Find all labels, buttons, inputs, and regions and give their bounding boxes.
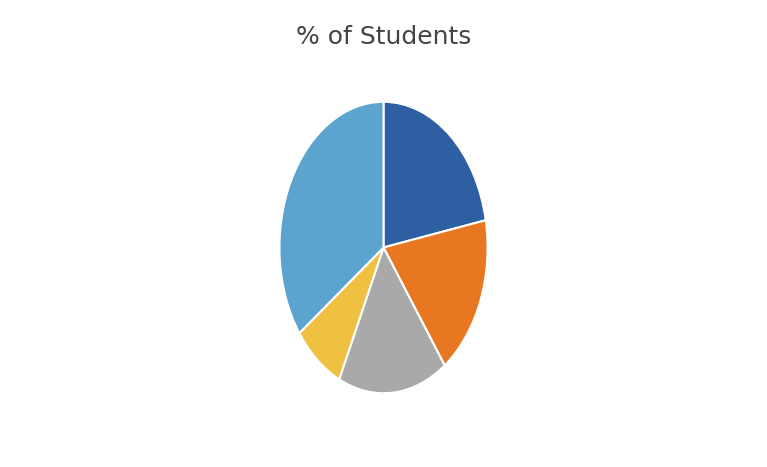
Wedge shape — [384, 220, 488, 365]
Wedge shape — [279, 102, 384, 333]
Wedge shape — [384, 102, 486, 248]
Wedge shape — [299, 248, 384, 379]
Wedge shape — [339, 248, 445, 393]
Legend: History, Marketing, Finance, Operation, Social Science: History, Marketing, Finance, Operation, … — [137, 463, 630, 467]
Text: % of Students: % of Students — [296, 25, 471, 50]
